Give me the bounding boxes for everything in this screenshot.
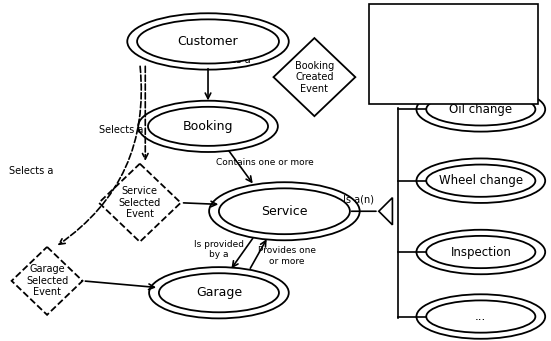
Ellipse shape xyxy=(148,107,268,146)
Ellipse shape xyxy=(137,19,279,63)
Ellipse shape xyxy=(149,267,289,318)
Ellipse shape xyxy=(127,13,289,70)
Text: Customer: Customer xyxy=(178,35,239,48)
Ellipse shape xyxy=(417,294,545,339)
Text: Selects a: Selects a xyxy=(99,125,143,135)
Text: Creates a: Creates a xyxy=(204,55,250,65)
Ellipse shape xyxy=(417,230,545,274)
Ellipse shape xyxy=(375,70,429,95)
Text: Garage: Garage xyxy=(196,286,242,299)
Ellipse shape xyxy=(159,273,279,312)
Ellipse shape xyxy=(417,87,545,132)
Text: Service: Service xyxy=(261,205,307,218)
Text: Service
Selected
Event: Service Selected Event xyxy=(118,186,161,219)
Text: Entity: Entity xyxy=(445,77,478,87)
Text: Is a(n): Is a(n) xyxy=(343,194,374,204)
Text: Provides one
or more: Provides one or more xyxy=(258,247,316,266)
Ellipse shape xyxy=(209,182,360,240)
Polygon shape xyxy=(379,198,392,225)
Ellipse shape xyxy=(219,188,350,234)
Ellipse shape xyxy=(426,93,536,125)
Ellipse shape xyxy=(426,165,536,197)
Text: Legend: Legend xyxy=(382,13,426,26)
Text: ...: ... xyxy=(475,310,487,323)
Text: ...: ... xyxy=(397,77,406,87)
Text: Booking
Created
Event: Booking Created Event xyxy=(295,60,334,94)
Text: Wheel change: Wheel change xyxy=(439,174,523,187)
Ellipse shape xyxy=(417,159,545,203)
Text: Oil change: Oil change xyxy=(449,103,512,116)
Text: Selects a: Selects a xyxy=(8,165,53,176)
Ellipse shape xyxy=(426,236,536,268)
Text: Is provided
by a: Is provided by a xyxy=(194,240,244,259)
Text: Contains one or more: Contains one or more xyxy=(216,158,314,166)
Text: Domain Event: Domain Event xyxy=(451,38,530,48)
Text: ...: ... xyxy=(397,38,406,48)
Text: Garage
Selected
Event: Garage Selected Event xyxy=(26,264,68,297)
Polygon shape xyxy=(369,4,538,104)
Ellipse shape xyxy=(426,300,536,333)
Text: Booking: Booking xyxy=(183,120,233,133)
Text: Inspection: Inspection xyxy=(450,246,511,258)
Ellipse shape xyxy=(138,101,278,152)
